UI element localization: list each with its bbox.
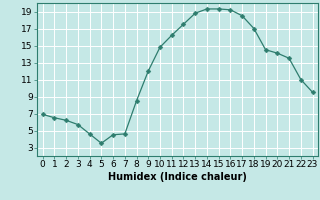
X-axis label: Humidex (Indice chaleur): Humidex (Indice chaleur)	[108, 172, 247, 182]
